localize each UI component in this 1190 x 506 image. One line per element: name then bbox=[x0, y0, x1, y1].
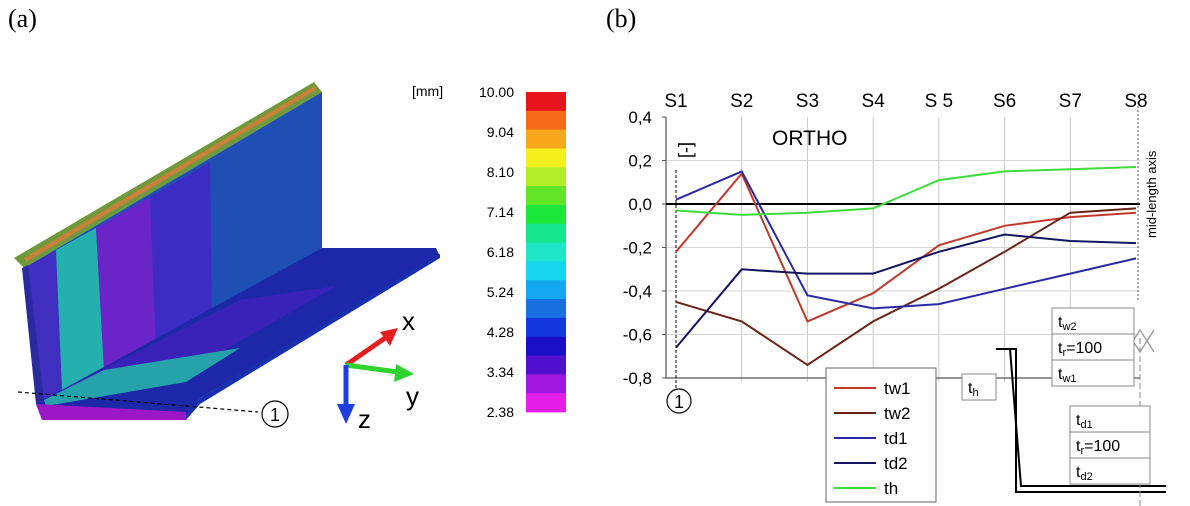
th-label: th bbox=[968, 380, 979, 399]
bottom-plate-cyan bbox=[44, 348, 240, 406]
legend-value-label: 2.38 bbox=[487, 404, 514, 420]
legend-swatch bbox=[526, 261, 566, 281]
legend-swatch bbox=[526, 317, 566, 338]
legend-value-label: 5.24 bbox=[487, 284, 514, 300]
series-line-td1 bbox=[675, 170, 1137, 310]
x-tick-label: S4 bbox=[862, 91, 886, 112]
y-tick-label: 0,2 bbox=[628, 152, 652, 171]
legend-label-tw2: tw2 bbox=[884, 404, 910, 423]
x-tick-label: S2 bbox=[730, 91, 753, 112]
thickness-box-deck: td1 tr=100 td2 bbox=[1069, 405, 1151, 485]
legend-label-th: th bbox=[884, 479, 898, 498]
legend-frame bbox=[825, 367, 937, 503]
bottom-plate-right-edge bbox=[186, 254, 440, 420]
tr-label-top: tr=100 bbox=[1058, 340, 1102, 359]
section-marker-b-text: 1 bbox=[674, 392, 684, 412]
color-legend-labels: 10.00 9.04 8.10 7.14 6.18 5.24 4.28 3.34 2.38 bbox=[479, 84, 514, 420]
z-axis-label: z bbox=[358, 404, 371, 434]
legend-value-label: 6.18 bbox=[487, 244, 514, 260]
x-tick-label: S8 bbox=[1124, 91, 1147, 112]
legend-swatch bbox=[526, 242, 566, 262]
series-line-tw2 bbox=[675, 207, 1137, 367]
color-legend-bar bbox=[526, 92, 566, 413]
legend-value-label: 3.34 bbox=[487, 364, 514, 380]
x-tick-label: S1 bbox=[664, 91, 687, 112]
legend-unit: [mm] bbox=[412, 83, 443, 99]
x-tick-label: S6 bbox=[993, 91, 1016, 112]
legend-value-label: 4.28 bbox=[487, 324, 514, 340]
legend-value-label: 7.14 bbox=[487, 204, 514, 220]
x-tick-label: S3 bbox=[796, 91, 819, 112]
x-axis-label: x bbox=[402, 306, 415, 336]
panel-b-label: (b) bbox=[606, 4, 637, 33]
z-arrow-icon bbox=[337, 404, 355, 424]
web-band-4 bbox=[150, 162, 212, 346]
mid-length-axis-label: mid-length axis bbox=[1144, 150, 1159, 238]
legend-label-td2: td2 bbox=[884, 454, 908, 473]
section-marker-b bbox=[666, 388, 692, 414]
legend-value-label: 10.00 bbox=[479, 84, 514, 100]
y-tick-label: -0,4 bbox=[623, 282, 652, 301]
legend-swatch bbox=[526, 110, 566, 131]
y-arrow-icon bbox=[394, 364, 414, 382]
legend-swatch bbox=[526, 299, 566, 319]
legend-swatch bbox=[526, 92, 566, 112]
chart-legend: tw1 tw2 td1 td2 th bbox=[825, 367, 937, 503]
thickness-box-web: tw2 tr=100 tw1 bbox=[1051, 307, 1135, 387]
panel-a-label: (a) bbox=[8, 4, 37, 33]
y-tick-label: -0,2 bbox=[623, 239, 652, 258]
web-band-1 bbox=[24, 250, 62, 402]
legend-swatch bbox=[526, 393, 566, 413]
x-tick-label: S7 bbox=[1059, 91, 1082, 112]
legend-swatch bbox=[526, 167, 566, 187]
x-tick-label: S 5 bbox=[925, 91, 954, 112]
y-tick-label: 0,4 bbox=[628, 108, 652, 127]
web-band-3 bbox=[96, 197, 156, 370]
legend-label-tw1: tw1 bbox=[884, 379, 910, 398]
legend-swatch bbox=[526, 280, 566, 300]
cross-section-schematic bbox=[996, 328, 1166, 506]
y-tick-label: 0,0 bbox=[628, 195, 652, 214]
fe-model-3d bbox=[14, 82, 440, 420]
web-side bbox=[22, 265, 44, 404]
y-tick-label: -0,6 bbox=[623, 326, 652, 345]
legend-swatch bbox=[526, 129, 566, 149]
legend-swatch bbox=[526, 336, 566, 356]
legend-swatch bbox=[526, 204, 566, 225]
legend-value-label: 8.10 bbox=[487, 164, 514, 180]
legend-swatch bbox=[526, 148, 566, 168]
legend-swatch bbox=[526, 355, 566, 375]
legend-swatch bbox=[526, 223, 566, 243]
section-line-a bbox=[17, 391, 259, 413]
y-axis-label: y bbox=[406, 381, 419, 411]
legend-swatch bbox=[526, 186, 566, 206]
legend-label-td1: td1 bbox=[884, 429, 908, 448]
series-line-td2 bbox=[675, 233, 1137, 349]
tr-label-bottom: tr=100 bbox=[1076, 438, 1120, 457]
legend-value-label: 9.04 bbox=[487, 124, 514, 140]
axes-triad: x y z bbox=[337, 306, 419, 434]
top-flange-edge bbox=[24, 86, 316, 262]
y-tick-label: -0,8 bbox=[623, 369, 652, 388]
section-marker-a-text: 1 bbox=[270, 405, 280, 425]
thickness-box-flange: th bbox=[961, 373, 997, 401]
legend-swatch bbox=[526, 374, 566, 394]
bottom-plate-edge bbox=[36, 404, 186, 420]
chart-label-ortho: ORTHO bbox=[772, 127, 847, 150]
section-marker-a bbox=[261, 400, 289, 428]
web-band-2 bbox=[56, 228, 104, 390]
x-arrow-icon bbox=[380, 328, 398, 346]
chart-y-unit: [-] bbox=[678, 142, 698, 158]
series-line-th bbox=[675, 166, 1137, 216]
